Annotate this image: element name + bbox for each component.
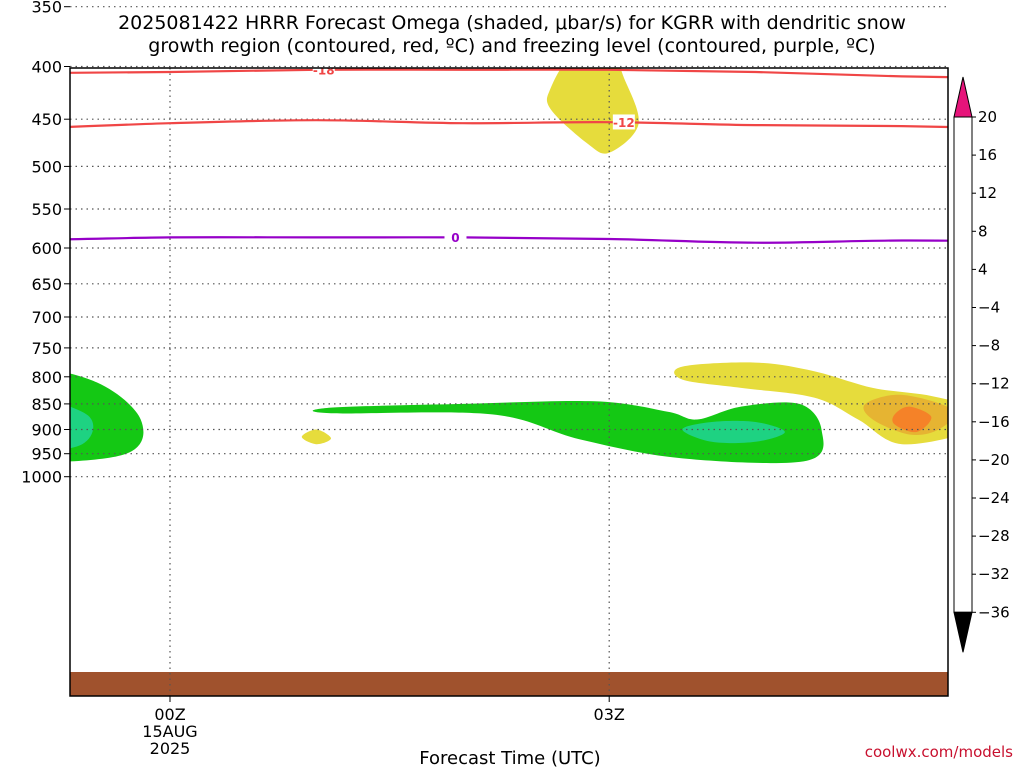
dgz-bottom-label-0: -12 bbox=[613, 116, 635, 130]
chart-title-line-2: growth region (contoured, red, ºC) and f… bbox=[148, 35, 875, 57]
colorbar-label-6: −8 bbox=[978, 337, 1000, 355]
dgz-bottom-label-bg-0 bbox=[612, 114, 635, 130]
source-credit: coolwx.com/models bbox=[865, 743, 1013, 761]
omega-region-15 bbox=[748, 376, 778, 387]
y-tick-label-450: 450 bbox=[31, 110, 62, 129]
omega-region-14 bbox=[892, 406, 932, 433]
x-tick-label-03Z: 03Z bbox=[594, 705, 625, 724]
y-tick-label-500: 500 bbox=[31, 157, 62, 176]
colorbar-label-5: −4 bbox=[978, 299, 1000, 317]
colorbar-label-4: 4 bbox=[978, 260, 988, 278]
x-tick-label-00Z: 00Z bbox=[154, 705, 185, 724]
omega-region-6 bbox=[70, 406, 94, 449]
x-axis-time: 00Z15AUG202503Z06Z09Z12Z15Z bbox=[142, 696, 625, 758]
omega-region-17 bbox=[1019, 419, 1024, 455]
dgz-top-label-bg-0 bbox=[312, 68, 335, 77]
y-tick-label-550: 550 bbox=[31, 200, 62, 219]
omega-region-3 bbox=[546, 68, 639, 154]
colorbar-label-11: −28 bbox=[978, 527, 1010, 545]
colorbar-label-1: 16 bbox=[978, 146, 997, 164]
omega-region-12 bbox=[674, 362, 948, 445]
plot-frame bbox=[69, 67, 949, 697]
y-tick-label-800: 800 bbox=[31, 368, 62, 387]
omega-region-10 bbox=[312, 400, 824, 464]
colorbar-top-arrow bbox=[953, 76, 973, 118]
colorbar-label-0: 20 bbox=[978, 108, 997, 126]
ground-surface bbox=[70, 672, 948, 696]
y-tick-label-1000: 1000 bbox=[21, 468, 62, 487]
y-tick-label-700: 700 bbox=[31, 308, 62, 327]
freezing-level-label-bg-0 bbox=[444, 229, 467, 245]
colorbar-bottom-arrow bbox=[953, 611, 973, 653]
freezing-level-label-0: 0 bbox=[451, 231, 459, 245]
x-tick-date: 15AUG bbox=[142, 722, 197, 741]
grid-lines bbox=[70, 6, 948, 696]
colorbar-label-12: −32 bbox=[978, 565, 1010, 583]
omega-region-5 bbox=[70, 373, 144, 462]
colorbar-label-9: −20 bbox=[978, 451, 1010, 469]
y-tick-label-350: 350 bbox=[31, 0, 62, 17]
omega-region-9 bbox=[301, 429, 331, 445]
colorbar-frame bbox=[953, 116, 973, 613]
colorbar-label-2: 12 bbox=[978, 184, 997, 202]
y-tick-label-400: 400 bbox=[31, 58, 62, 77]
y-tick-label-950: 950 bbox=[31, 445, 62, 464]
dgz-top-line bbox=[70, 68, 948, 79]
y-tick-label-600: 600 bbox=[31, 239, 62, 258]
colorbar-label-8: −16 bbox=[978, 413, 1010, 431]
colorbar-label-3: 8 bbox=[978, 222, 988, 240]
dgz-bottom-line bbox=[70, 119, 948, 128]
y-tick-label-650: 650 bbox=[31, 275, 62, 294]
temperature-contours: -18-18-18-1200 bbox=[70, 63, 948, 245]
colorbar: 20 16 12 8 4 −4 −8 −12 −16 −20 −24 −28 −32 −36 bbox=[953, 76, 1010, 653]
freezing-level-line bbox=[70, 236, 948, 244]
y-axis-pressure: 2503003504004505005506006507007508008509… bbox=[21, 0, 70, 487]
y-tick-label-900: 900 bbox=[31, 421, 62, 440]
colorbar-label-10: −24 bbox=[978, 489, 1010, 507]
x-tick-year: 2025 bbox=[150, 739, 191, 758]
y-tick-label-750: 750 bbox=[31, 339, 62, 358]
omega-region-11 bbox=[682, 420, 785, 444]
omega-shading bbox=[70, 68, 1024, 464]
colorbar-label-7: −12 bbox=[978, 375, 1010, 393]
x-axis-label: Forecast Time (UTC) bbox=[419, 748, 600, 768]
colorbar-label-13: −36 bbox=[978, 603, 1010, 621]
dgz-top-label-0: -18 bbox=[313, 63, 335, 77]
chart-title-line-1: 2025081422 HRRR Forecast Omega (shaded, … bbox=[118, 12, 906, 34]
y-tick-label-850: 850 bbox=[31, 395, 62, 414]
